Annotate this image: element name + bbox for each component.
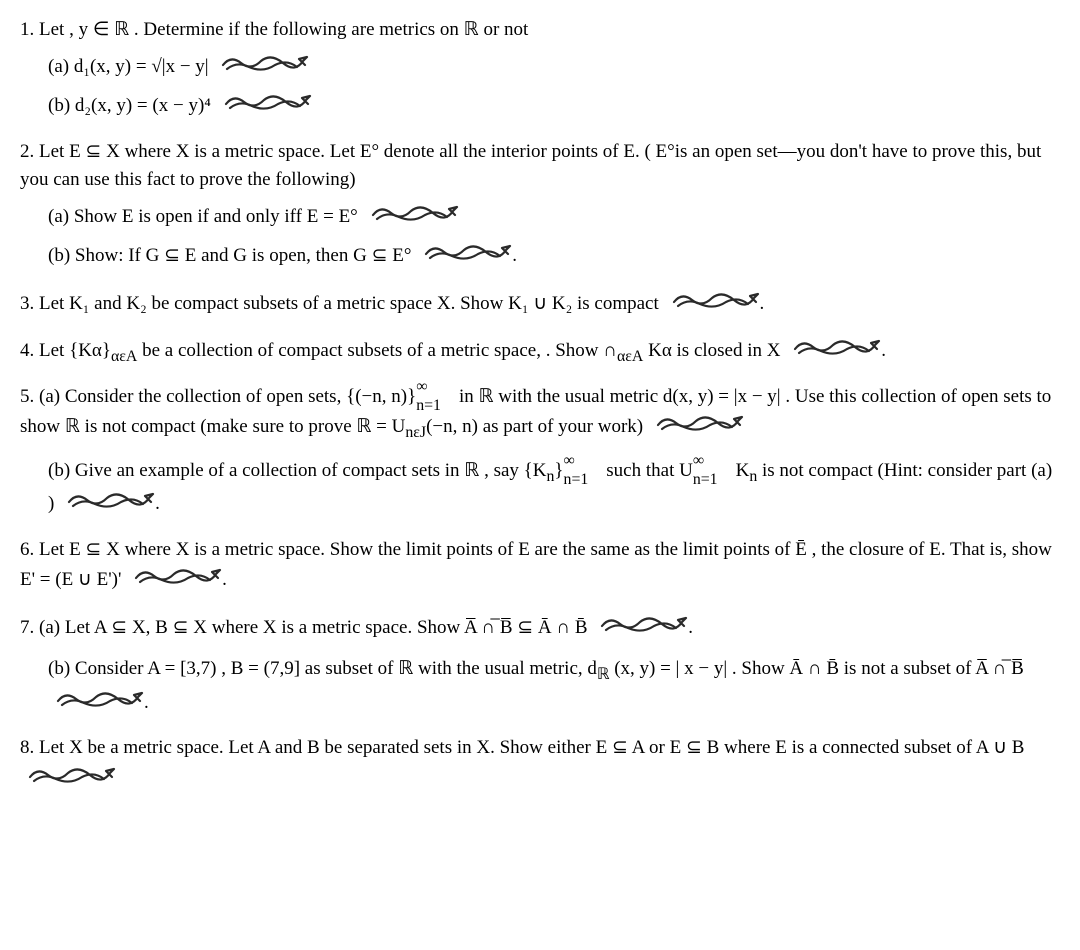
p5b-l3: such that U	[602, 460, 693, 481]
p5b-sub3: n=1	[693, 468, 718, 492]
p5a-l1: 5. (a) Consider the collection of open s…	[20, 386, 416, 407]
scribble-icon	[656, 411, 744, 445]
scribble-icon	[28, 763, 116, 797]
p2-b-text: (b) Show: If G ⊆ E and G is open, then G…	[48, 245, 411, 266]
scribble-icon	[424, 240, 512, 274]
problem-8: 8. Let X be a metric space. Let A and B …	[20, 734, 1060, 796]
p7-a: 7. (a) Let A ⊆ X, B ⊆ X where X is a met…	[20, 612, 1060, 646]
scribble-icon	[56, 687, 144, 721]
p5a-sub2: nεJ	[405, 424, 426, 441]
p5-a: 5. (a) Consider the collection of open s…	[20, 383, 1060, 445]
p1-a-text: (a) d₁(x, y) = √|x − y|	[48, 56, 209, 77]
p7b-l1: (b) Consider A = [3,7) , B = (7,9] as su…	[48, 658, 597, 679]
problem-1: 1. Let , y ∈ ℝ . Determine if the follow…	[20, 16, 1060, 124]
p5a-sub1: n=1	[416, 394, 441, 418]
p5b-l4: K	[731, 460, 749, 481]
problem-7: 7. (a) Let A ⊆ X, B ⊆ X where X is a met…	[20, 612, 1060, 721]
p1-a: (a) d₁(x, y) = √|x − y|	[48, 51, 1060, 85]
p2-b: (b) Show: If G ⊆ E and G is open, then G…	[48, 240, 1060, 274]
p7b-sub1: ℝ	[597, 666, 610, 683]
scribble-icon	[672, 288, 760, 322]
scribble-icon	[67, 488, 155, 522]
scribble-icon	[371, 201, 459, 235]
p3-text: 3. Let K₁ and K₂ be compact subsets of a…	[20, 293, 659, 314]
p5-b: (b) Give an example of a collection of c…	[48, 457, 1060, 522]
p5b-sub2: n=1	[564, 468, 589, 492]
scribble-icon	[600, 612, 688, 646]
problem-3: 3. Let K₁ and K₂ be compact subsets of a…	[20, 288, 1060, 322]
p7b-l2: (x, y) = | x − y| . Show Ā ∩ B̄ is not a…	[609, 658, 1023, 679]
p4-l1: 4. Let {Kα}	[20, 340, 111, 361]
p5b-l1: (b) Give an example of a collection of c…	[48, 460, 546, 481]
p2-a: (a) Show E is open if and only iff E = E…	[48, 201, 1060, 235]
p1-intro: 1. Let , y ∈ ℝ . Determine if the follow…	[20, 16, 1060, 45]
scribble-icon	[134, 564, 222, 598]
problem-4: 4. Let {Kα}αεA be a collection of compac…	[20, 335, 1060, 369]
p4-sub1: αεA	[111, 348, 137, 365]
p2-a-text: (a) Show E is open if and only iff E = E…	[48, 206, 358, 227]
p4-l2: be a collection of compact subsets of a …	[137, 340, 617, 361]
p4-l3: Kα is closed in X	[643, 340, 780, 361]
problem-6: 6. Let E ⊆ X where X is a metric space. …	[20, 536, 1060, 598]
scribble-icon	[793, 335, 881, 369]
p7a-text: 7. (a) Let A ⊆ X, B ⊆ X where X is a met…	[20, 617, 588, 638]
p2-intro: 2. Let E ⊆ X where X is a metric space. …	[20, 138, 1060, 195]
p1-b: (b) d₂(x, y) = (x − y)⁴	[48, 90, 1060, 124]
scribble-icon	[224, 90, 312, 124]
p5b-l2: }	[554, 460, 563, 481]
problem-2: 2. Let E ⊆ X where X is a metric space. …	[20, 138, 1060, 274]
p5a-l3: (−n, n) as part of your work)	[426, 416, 643, 437]
problem-5: 5. (a) Consider the collection of open s…	[20, 383, 1060, 522]
p8-text: 8. Let X be a metric space. Let A and B …	[20, 737, 1024, 758]
p4-sub2: αεA	[617, 348, 643, 365]
p7-b: (b) Consider A = [3,7) , B = (7,9] as su…	[48, 655, 1060, 720]
scribble-icon	[221, 51, 309, 85]
p1-b-text: (b) d₂(x, y) = (x − y)⁴	[48, 95, 211, 116]
